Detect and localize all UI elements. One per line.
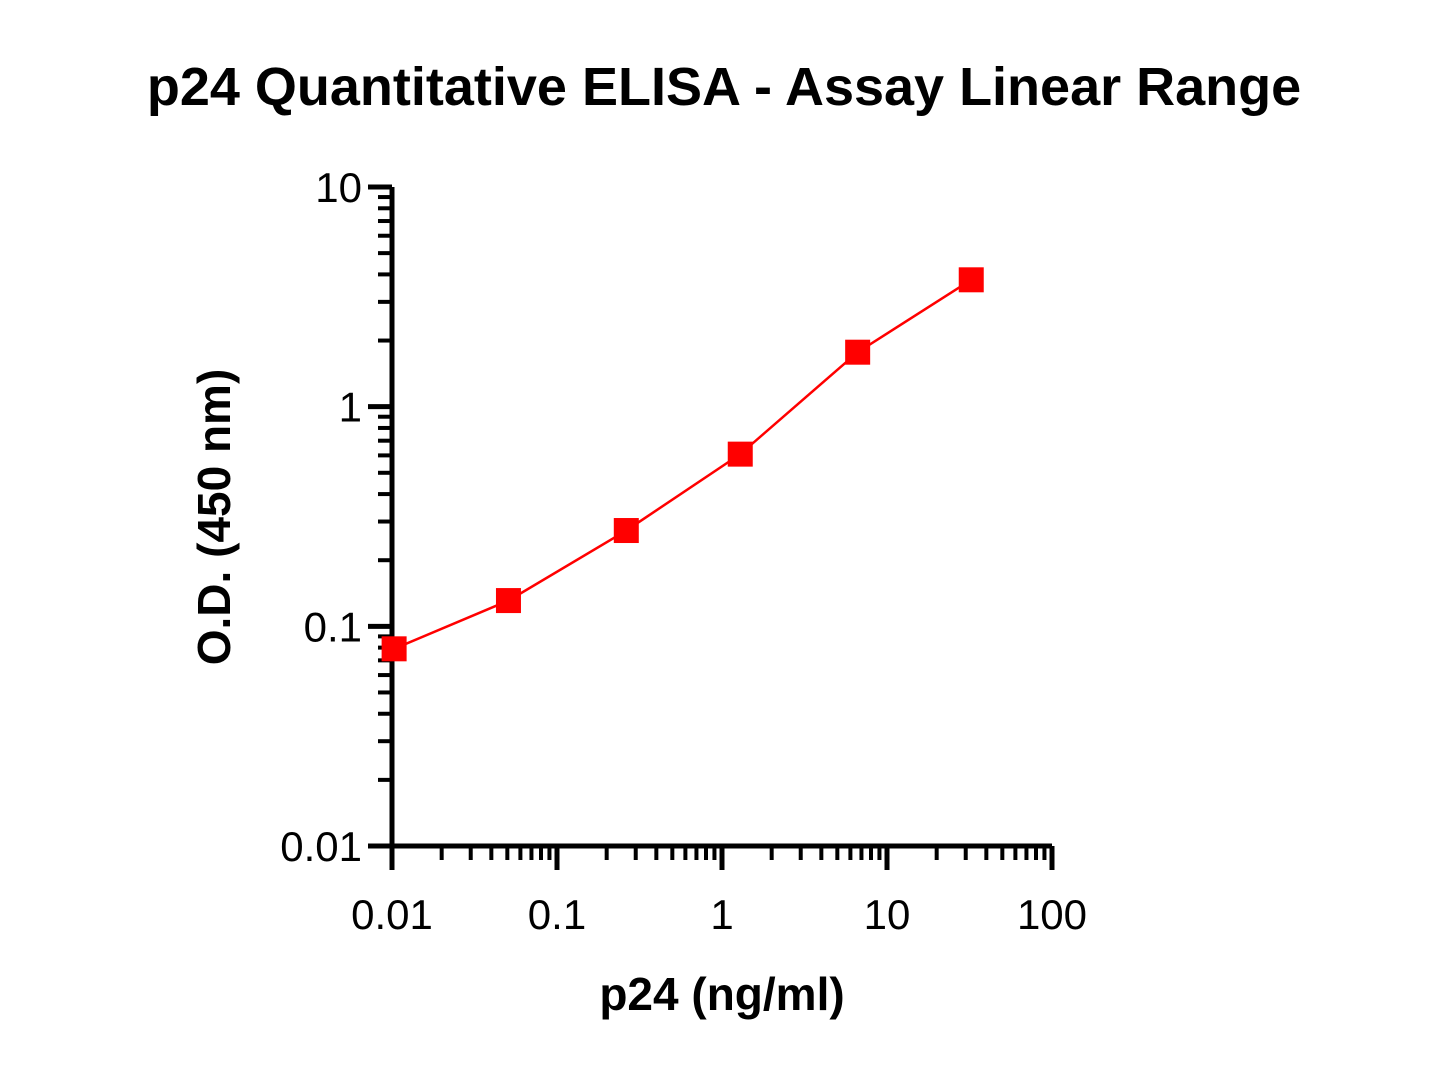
y-axis-title: O.D. (450 nm) — [188, 369, 240, 666]
y-tick-label: 10 — [315, 164, 362, 211]
data-point — [495, 588, 521, 614]
data-point — [381, 636, 407, 662]
series-layer — [381, 267, 984, 662]
y-tick-label: 1 — [339, 384, 362, 431]
y-tick-label: 0.01 — [280, 823, 362, 870]
chart-title: p24 Quantitative ELISA - Assay Linear Ra… — [146, 57, 1302, 117]
data-point — [845, 339, 871, 365]
data-point — [727, 441, 753, 467]
y-tick-label: 0.1 — [304, 603, 362, 650]
x-tick-label: 10 — [864, 891, 911, 938]
data-point — [958, 267, 984, 293]
data-point — [613, 518, 639, 544]
x-tick-label: 0.01 — [351, 891, 433, 938]
x-tick-label: 100 — [1017, 891, 1087, 938]
x-tick-label: 1 — [710, 891, 733, 938]
x-axis-title: p24 (ng/ml) — [599, 968, 844, 1020]
axes: 0.01 0.1 1 10 100 0.01 0.1 1 10 — [280, 164, 1087, 938]
series-line — [393, 278, 972, 650]
x-tick-label: 0.1 — [528, 891, 586, 938]
